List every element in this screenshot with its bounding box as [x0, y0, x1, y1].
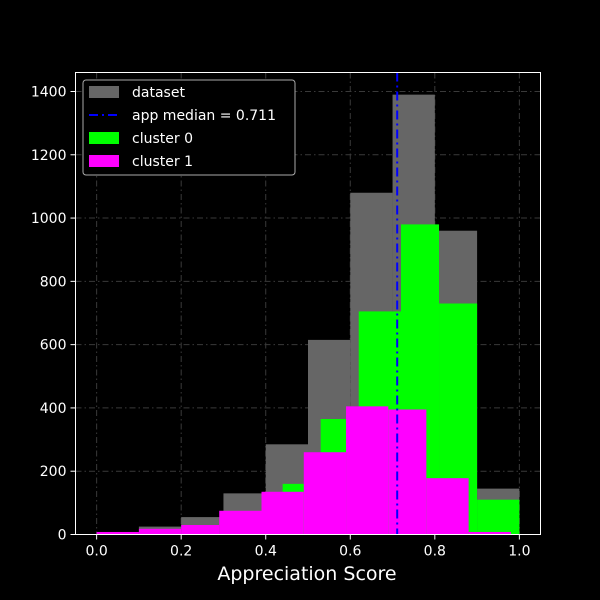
legend-swatch	[89, 86, 119, 98]
histogram-bar	[261, 491, 304, 535]
legend-swatch	[89, 132, 119, 144]
x-axis-label: Appreciation Score	[217, 563, 396, 585]
legend-entry: dataset	[89, 85, 185, 101]
legend-entry: cluster 1	[89, 154, 193, 170]
histogram-bar	[96, 531, 139, 535]
y-tick-label: 1400	[31, 84, 67, 100]
legend-box	[82, 79, 296, 176]
legend-label: app median = 0.711	[132, 108, 276, 124]
histogram-bar	[388, 409, 427, 535]
y-tick-label: 1000	[31, 211, 67, 227]
histogram-bar	[219, 510, 262, 535]
y-tick-label: 0	[58, 528, 67, 544]
legend: dataset app median = 0.711 cluster 0 cluste…	[82, 79, 296, 176]
legend-label: dataset	[132, 85, 185, 101]
histogram-bar	[138, 528, 182, 535]
y-tick-label: 1200	[31, 148, 67, 164]
x-tick-label: 0.8	[424, 544, 446, 560]
y-tick-label: 800	[40, 274, 67, 290]
legend-swatch	[89, 155, 119, 167]
histogram-bar	[477, 499, 520, 535]
y-tick-label: 600	[40, 338, 67, 354]
legend-label: cluster 1	[132, 154, 193, 170]
series-cluster-1	[96, 406, 511, 535]
legend-entry: cluster 0	[89, 131, 193, 147]
axis-ticks: 0.0 0.2 0.4 0.6 0.8 1.0 0 200 400 600 800 1000 1200 1…	[31, 84, 531, 559]
legend-entry: app median = 0.711	[89, 108, 276, 124]
x-tick-label: 1.0	[508, 544, 530, 560]
x-tick-label: 0.4	[255, 544, 277, 560]
histogram-bar	[468, 531, 511, 535]
y-tick-label: 200	[40, 464, 67, 480]
histogram-bar	[346, 406, 389, 535]
legend-label: cluster 0	[132, 131, 193, 147]
x-tick-label: 0.0	[86, 544, 108, 560]
x-tick-label: 0.6	[339, 544, 361, 560]
histogram-bar	[181, 525, 220, 535]
histogram-bar	[303, 452, 347, 535]
histogram-bar	[426, 478, 469, 535]
histogram-bars	[96, 94, 520, 535]
plot-frame	[75, 72, 541, 535]
x-tick-label: 0.2	[170, 544, 192, 560]
y-tick-label: 400	[40, 401, 67, 417]
